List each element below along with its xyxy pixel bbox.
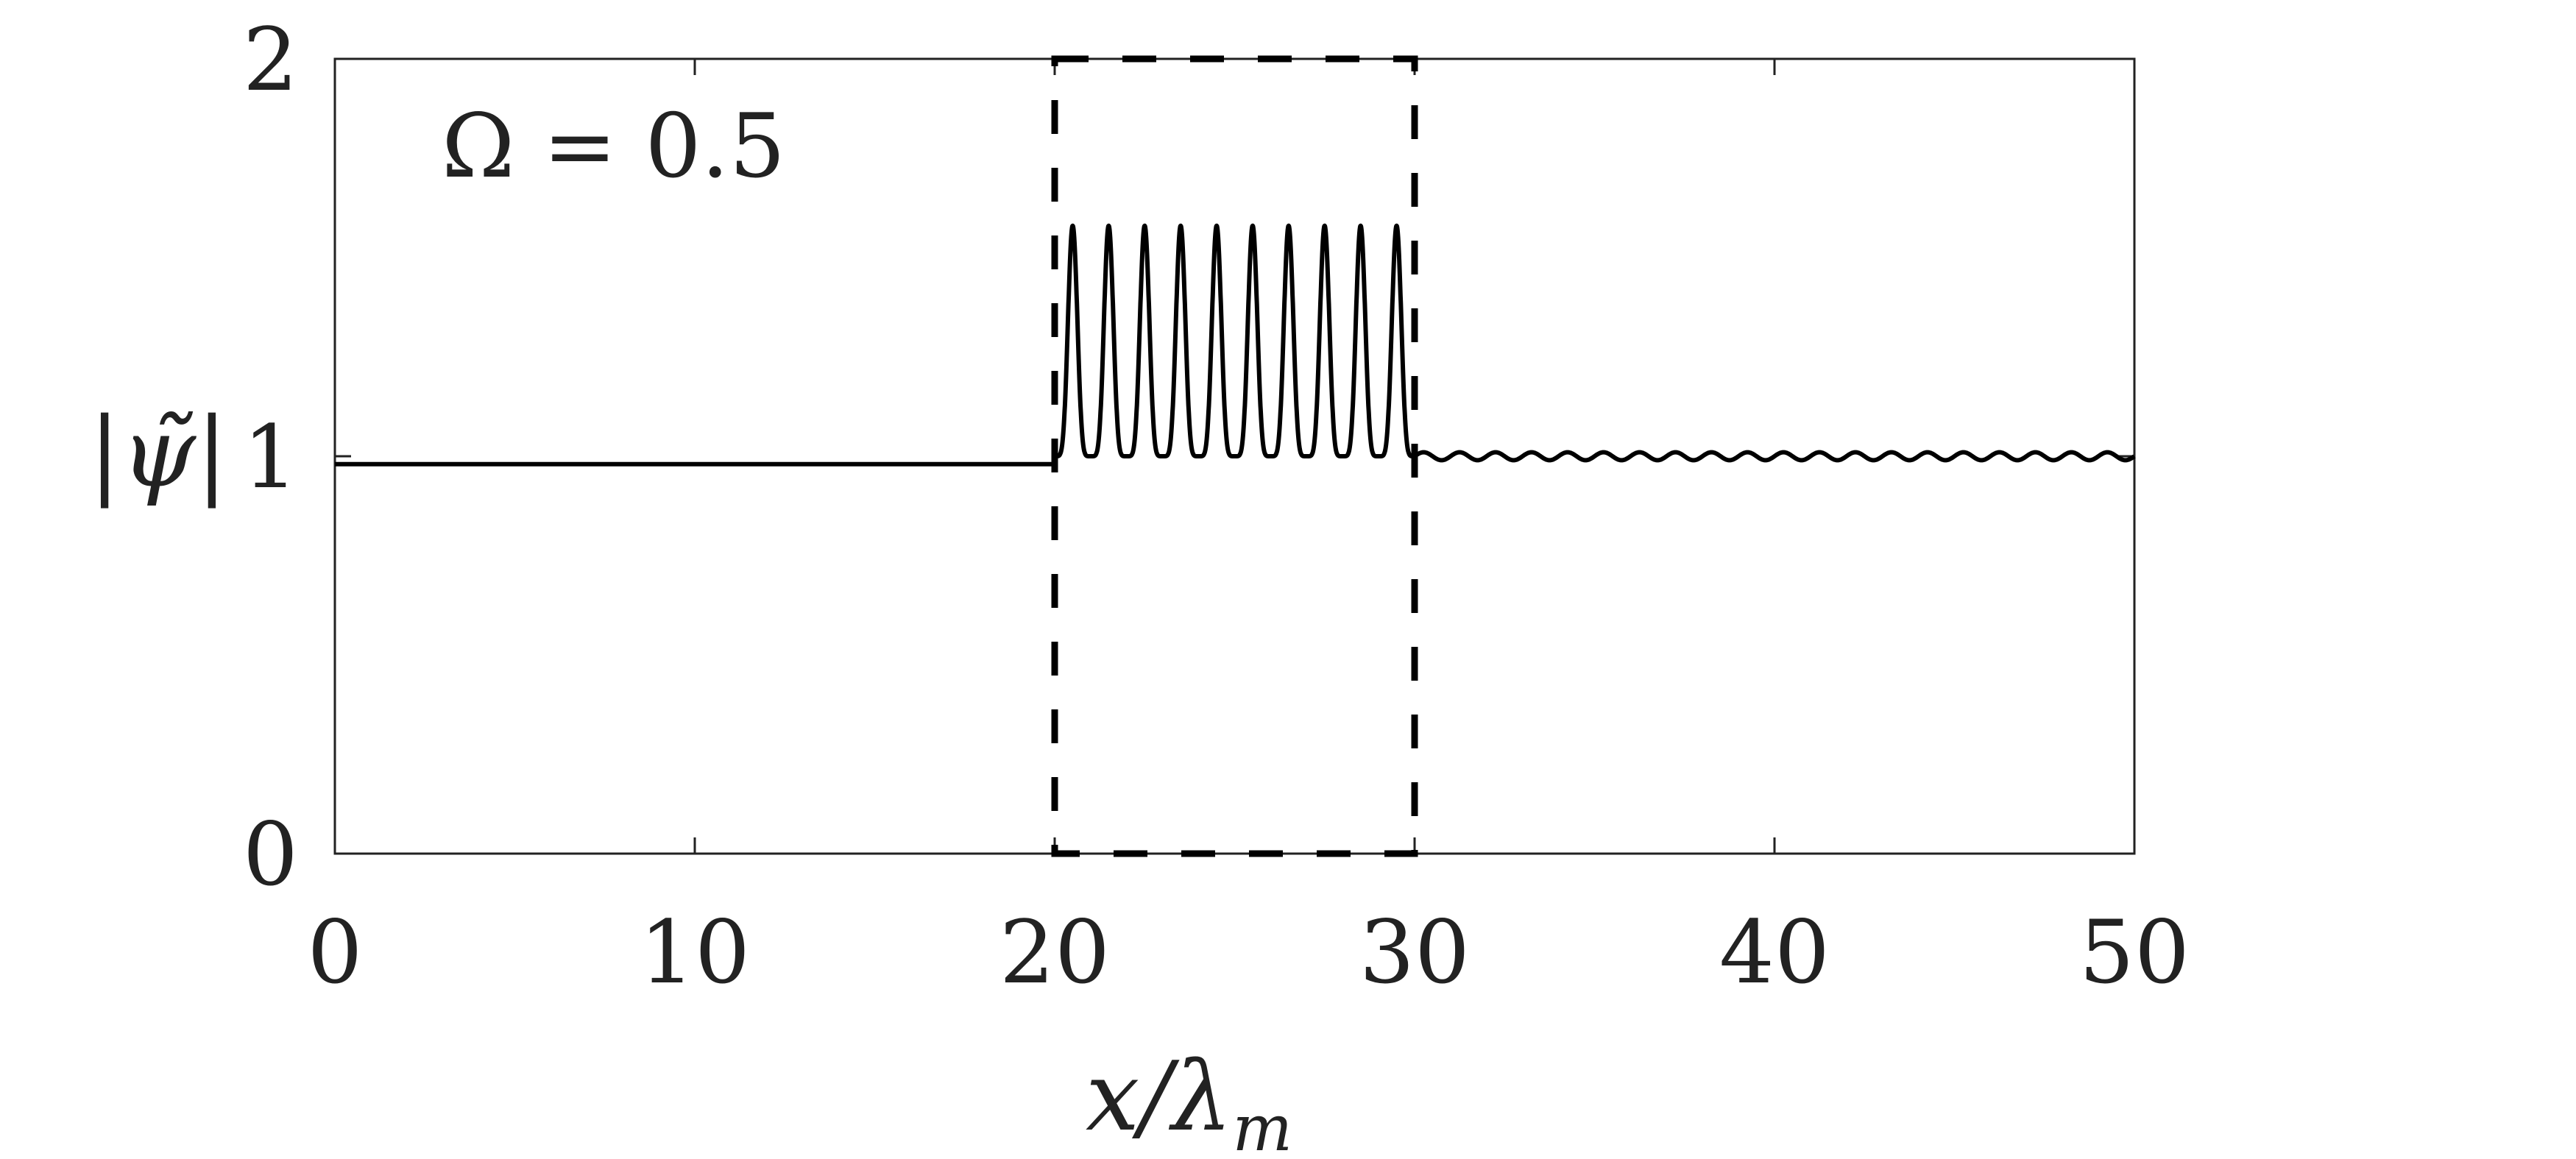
series-line <box>333 223 2137 467</box>
y-tick-label: 2 <box>243 9 298 110</box>
y-tick-labels: 0 1 2 <box>243 9 298 905</box>
x-tick-label: 40 <box>1719 901 1830 1003</box>
x-tick-label: 30 <box>1359 901 1470 1003</box>
x-tick-label: 20 <box>999 901 1110 1003</box>
plot-area <box>333 55 2137 857</box>
y-tick-label: 0 <box>243 804 298 905</box>
y-axis-label: |ψ̃| <box>88 397 228 508</box>
x-tick-label: 50 <box>2079 901 2190 1003</box>
x-axis-label-subscript: m <box>1233 1092 1293 1159</box>
omega-annotation: Ω = 0.5 <box>442 96 785 198</box>
x-axis-label: x/λm <box>1086 1041 1292 1159</box>
x-tick-labels: 0 10 20 30 40 50 <box>307 901 2190 1003</box>
y-tick-label: 1 <box>243 406 298 508</box>
x-tick-label: 0 <box>307 901 362 1003</box>
x-axis-label-main: x/λ <box>1086 1041 1233 1152</box>
x-tick-label: 10 <box>640 901 750 1003</box>
